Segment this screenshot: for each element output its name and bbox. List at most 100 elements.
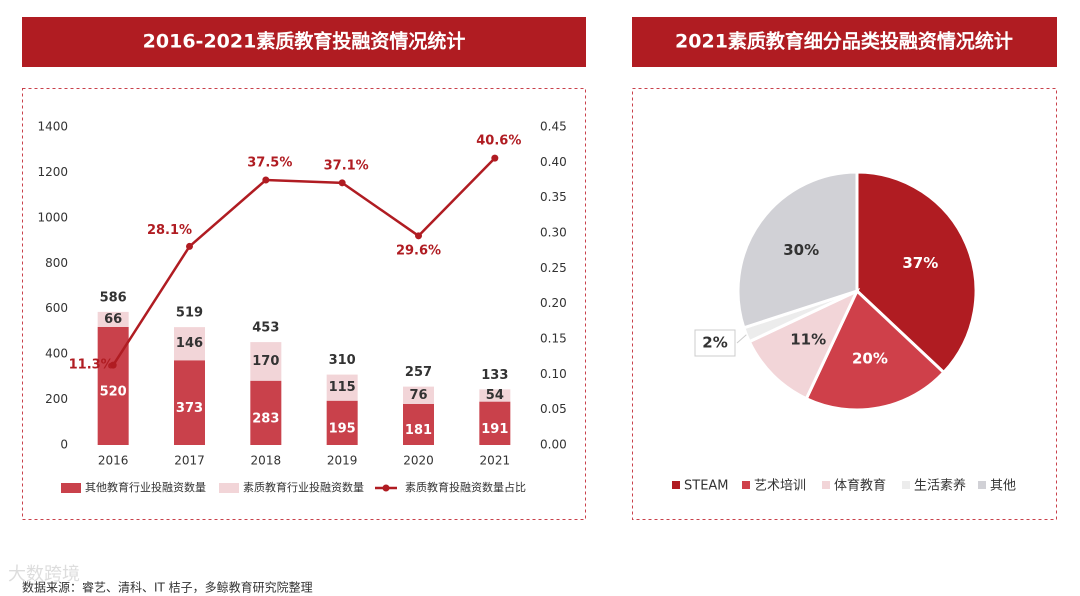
pie-slice [804, 288, 946, 412]
y-tick-label: 800 [45, 256, 68, 270]
pie-slice [736, 170, 859, 330]
bar-value-label: 115 [329, 380, 356, 395]
bar-value-label: 195 [329, 421, 356, 436]
slice-label: 37% [902, 254, 938, 272]
bar-total-label: 453 [252, 321, 279, 336]
bar-value-label: 170 [252, 354, 279, 369]
line-value-label: 28.1% [147, 223, 192, 238]
legend-label: 生活素养 [914, 478, 966, 494]
legend-swatch [672, 481, 680, 489]
y2-tick-label: 0.25 [540, 261, 567, 275]
bar-segment [174, 360, 205, 445]
panel-frame [22, 88, 586, 520]
y2-tick-label: 0.35 [540, 190, 567, 204]
y-tick-label: 1200 [37, 165, 68, 179]
bar-value-label: 191 [481, 422, 508, 437]
y-tick-label: 400 [45, 347, 68, 361]
x-tick-label: 2019 [327, 454, 358, 468]
source-note: 数据来源：睿艺、清科、IT 桔子，多鲸教育研究院整理 [22, 580, 313, 595]
bar-segment [174, 327, 205, 361]
bar-value-label: 520 [100, 384, 127, 399]
bar-value-label: 146 [176, 336, 203, 351]
y2-tick-label: 0.40 [540, 155, 567, 169]
line-value-label: 37.1% [324, 158, 369, 173]
line-value-label: 37.5% [247, 156, 292, 171]
line-marker [491, 154, 499, 162]
line-marker [186, 242, 193, 250]
panel-frame [632, 88, 1057, 520]
bar-segment [97, 311, 129, 327]
bar-segment [479, 389, 511, 402]
legend-swatch [902, 481, 910, 489]
bar-segment [97, 326, 129, 445]
legend-label: 其他 [990, 479, 1016, 494]
pie-slice [855, 170, 978, 375]
slice-label: 2% [702, 334, 727, 352]
legend-label: STEAM [684, 479, 729, 494]
legend-label: 艺术培训 [754, 478, 806, 494]
x-tick-label: 2017 [174, 454, 205, 468]
bar-segment [326, 400, 358, 445]
bar-value-label: 283 [252, 411, 279, 426]
line-value-label: 40.6% [476, 134, 521, 149]
y-tick-label: 200 [45, 392, 68, 406]
bar-value-label: 54 [486, 388, 504, 403]
y2-tick-label: 0.20 [540, 296, 567, 310]
x-tick-label: 2021 [480, 454, 511, 468]
bar-total-label: 257 [405, 365, 432, 380]
bar-value-label: 66 [104, 312, 122, 327]
y2-tick-label: 0.10 [540, 367, 567, 381]
header-bar [22, 17, 586, 67]
x-tick-label: 2016 [98, 454, 129, 468]
legend-label: 素质教育投融资数量占比 [405, 480, 526, 494]
legend-swatch [219, 483, 239, 493]
x-tick-label: 2018 [251, 454, 282, 468]
bar-segment [479, 401, 511, 445]
legend-label: 体育教育 [834, 478, 886, 494]
bar-segment [326, 374, 358, 401]
line-marker [262, 176, 270, 184]
line [112, 157, 496, 366]
line-marker [415, 232, 422, 240]
bar-total-label: 586 [100, 290, 127, 305]
x-tick-label: 2020 [403, 454, 434, 468]
legend-swatch [822, 481, 830, 489]
chart-title: 2016-2021素质教育投融资情况统计 [143, 30, 466, 53]
line-marker [338, 179, 346, 187]
chart-title: 2021素质教育细分品类投融资情况统计 [675, 30, 1013, 53]
y2-tick-label: 0.05 [540, 402, 567, 416]
bar-segment [403, 386, 434, 404]
y2-tick-label: 0.15 [540, 332, 567, 346]
y2-tick-label: 0.45 [540, 120, 567, 134]
bar-segment [403, 403, 434, 445]
bar-value-label: 76 [409, 388, 427, 403]
legend-swatch [978, 481, 986, 489]
legend-swatch [742, 481, 750, 489]
slice-label: 30% [783, 241, 819, 259]
label-box [694, 329, 736, 357]
bar-value-label: 373 [176, 401, 203, 416]
bar-segment [250, 380, 282, 445]
legend-swatch [61, 483, 81, 493]
y2-tick-label: 0.30 [540, 226, 567, 240]
line-value-label: 11.3% [69, 358, 114, 373]
slice-label: 11% [790, 330, 826, 348]
bar-total-label: 133 [481, 368, 508, 383]
legend-swatch [382, 484, 390, 492]
header-bar [632, 17, 1057, 67]
bar-segment [250, 342, 282, 381]
line-marker [109, 361, 117, 369]
y-tick-label: 0 [60, 438, 68, 452]
slice-label: 20% [852, 349, 888, 367]
watermark: 大数跨境 [8, 564, 80, 585]
legend-label: 素质教育行业投融资数量 [243, 480, 364, 494]
y-tick-label: 1400 [37, 120, 68, 134]
bar-total-label: 519 [176, 306, 203, 321]
y-tick-label: 1000 [37, 210, 68, 224]
y2-tick-label: 0.00 [540, 438, 567, 452]
legend-label: 其他教育行业投融资数量 [85, 480, 206, 494]
leader-line [736, 334, 747, 344]
bar-value-label: 181 [405, 423, 432, 438]
pie-slice [747, 287, 861, 401]
